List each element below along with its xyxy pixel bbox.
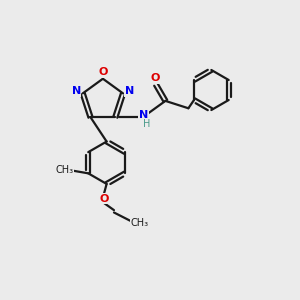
Text: N: N (72, 86, 81, 96)
Text: O: O (151, 73, 160, 83)
Text: CH₃: CH₃ (130, 218, 149, 228)
Text: N: N (139, 110, 148, 120)
Text: CH₃: CH₃ (55, 165, 73, 176)
Text: O: O (98, 67, 108, 77)
Text: N: N (125, 86, 134, 96)
Text: H: H (143, 118, 151, 129)
Text: O: O (100, 194, 109, 204)
